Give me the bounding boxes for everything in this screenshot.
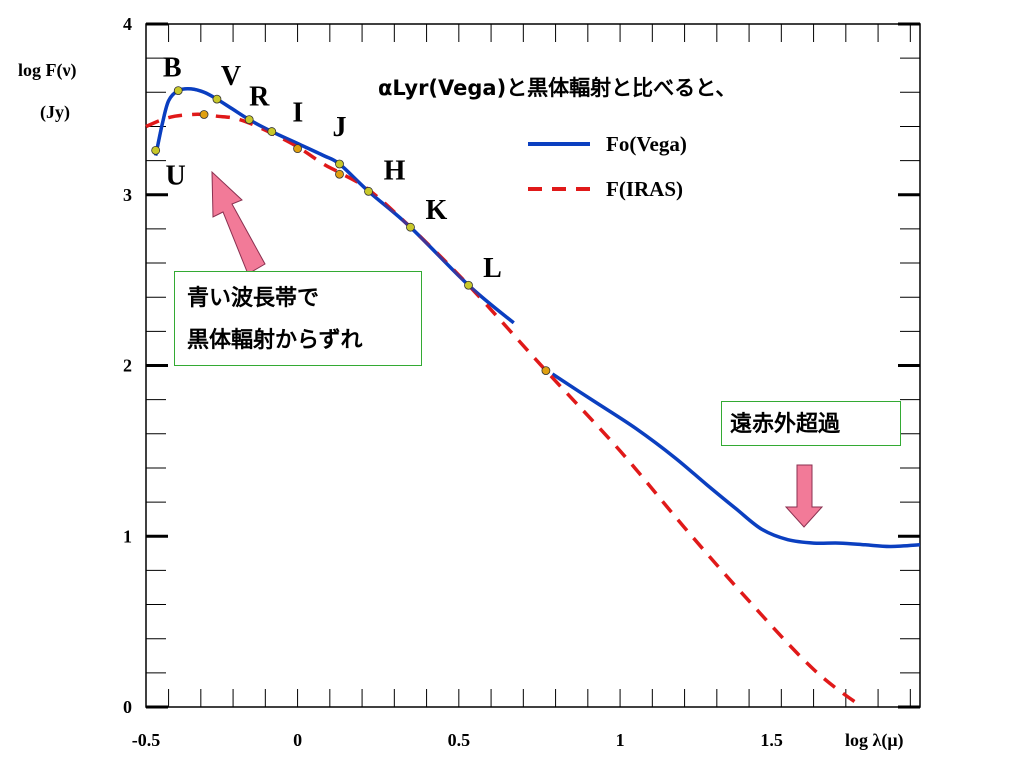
data-point	[335, 169, 344, 179]
y-tick-label: 0	[123, 697, 132, 717]
band-label-v: V	[221, 61, 241, 92]
data-point	[335, 159, 344, 169]
band-label-r: R	[249, 82, 270, 113]
band-label-k: K	[426, 195, 448, 226]
band-label-u: U	[166, 160, 186, 191]
y-tick-label: 4	[123, 14, 132, 34]
y-tick-label: 1	[123, 526, 132, 546]
callout-line-1: 青い波長帯で	[187, 286, 320, 311]
data-point	[173, 86, 183, 95]
blue-deviation-callout: 青い波長帯で 黒体輻射からずれ	[174, 271, 422, 366]
band-points	[151, 86, 551, 376]
data-point	[212, 94, 222, 104]
far-ir-excess-callout: 遠赤外超過	[721, 401, 901, 446]
chart-title: αLyr(Vega)と黒体輻射と比べると、	[378, 76, 736, 100]
band-label-i: I	[292, 98, 303, 129]
y-tick-label: 2	[123, 356, 132, 376]
x-axis-label: log λ(μ)	[845, 730, 904, 751]
band-label-h: H	[384, 155, 406, 186]
data-point	[364, 186, 373, 196]
legend: Fo(Vega) F(IRAS)	[528, 132, 687, 201]
band-labels: U B VRI J HK L	[163, 53, 502, 285]
data-point	[406, 222, 415, 232]
data-point	[244, 115, 254, 125]
data-point	[293, 144, 302, 154]
x-tick-label: 1.5	[760, 730, 783, 750]
x-tick-labels: -0.5 0 0.5 1 1.5	[132, 730, 783, 750]
data-point	[151, 145, 161, 155]
legend-label-vega: Fo(Vega)	[606, 132, 687, 156]
legend-label-iras: F(IRAS)	[606, 177, 683, 201]
series-line-vega	[551, 372, 921, 549]
band-label-l: L	[483, 253, 502, 284]
y-tick-label: 3	[123, 185, 132, 205]
y-tick-labels: 0 1 2 3 4	[123, 14, 132, 717]
x-tick-label: -0.5	[132, 730, 161, 750]
data-point	[541, 366, 551, 376]
x-tick-label: 1	[616, 730, 625, 750]
arrow-down-icon	[784, 464, 824, 528]
arrow-up-icon	[211, 170, 266, 275]
tick-marks	[146, 22, 920, 709]
y-axis-label-line2: (Jy)	[40, 102, 70, 123]
series-lines	[145, 87, 921, 709]
data-point	[267, 127, 277, 136]
series-line-iras	[145, 112, 863, 709]
y-axis-label-line1: log F(ν)	[18, 60, 77, 81]
x-tick-label: 0.5	[448, 730, 471, 750]
x-tick-label: 0	[293, 730, 302, 750]
band-label-j: J	[333, 112, 347, 143]
data-point	[199, 110, 209, 119]
callout-line-2: 黒体輻射からずれ	[187, 328, 363, 353]
data-point	[464, 280, 473, 290]
band-label-b: B	[163, 53, 182, 84]
